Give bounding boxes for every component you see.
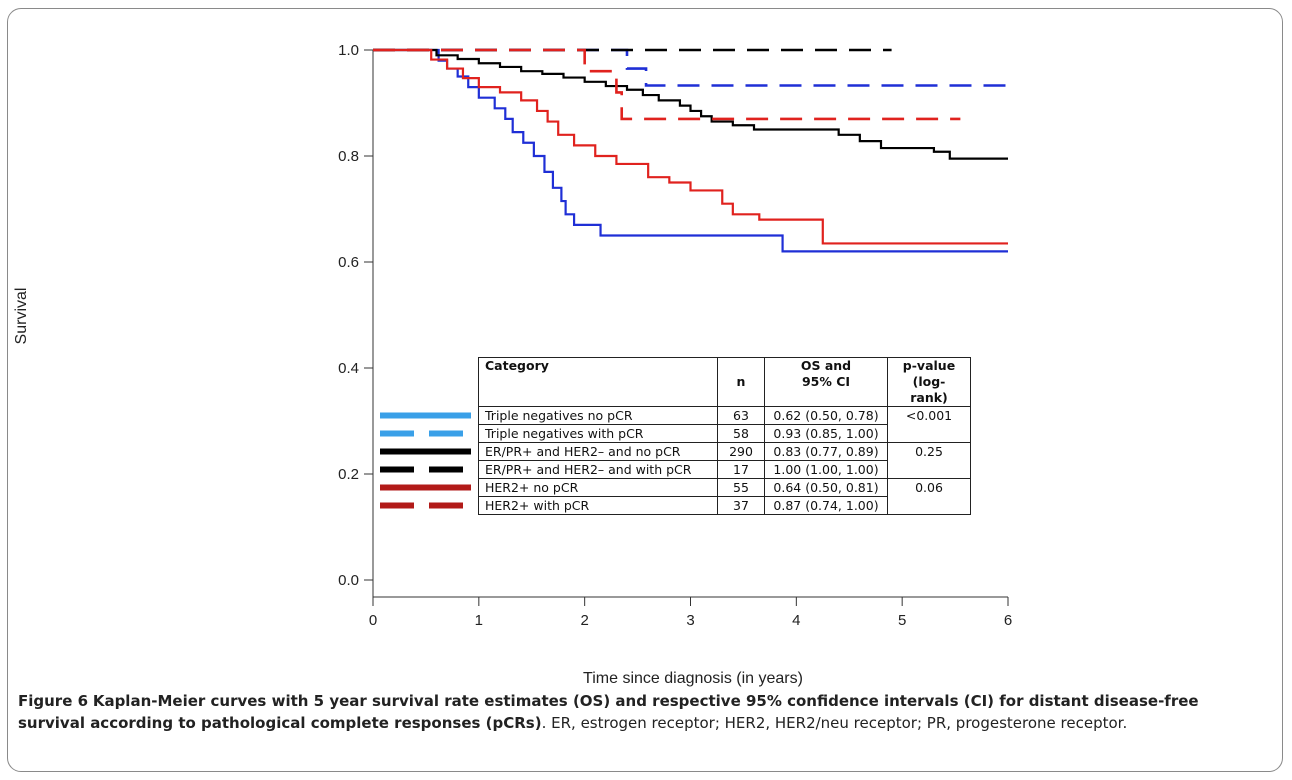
legend-pvalue: 0.25 <box>887 442 971 479</box>
legend-pvalue: 0.06 <box>887 478 971 515</box>
x-axis-title: Time since diagnosis (in years) <box>583 670 803 687</box>
km-chart: 0.0 0.2 0.4 0.6 0.8 1.0 0 1 2 3 4 5 6 Time since dia… <box>13 42 1012 687</box>
y-tick-label: 0.6 <box>338 254 359 271</box>
legend-n: 290 <box>717 442 765 461</box>
legend-row: HER2+ no pCR 55 0.64 (0.50, 0.81) 0.06 <box>478 478 971 515</box>
figure-frame <box>7 8 1283 772</box>
legend-n: 58 <box>717 424 765 443</box>
legend-category: Triple negatives with pCR <box>478 424 718 443</box>
legend-row: ER/PR+ and HER2– and no pCR 290 0.83 (0.77… <box>478 442 971 479</box>
legend-category: Triple negatives no pCR <box>478 406 718 425</box>
legend-os: 1.00 (1.00, 1.00) <box>764 460 888 479</box>
legend-category: ER/PR+ and HER2– and with pCR <box>478 460 718 479</box>
header-category: Category <box>478 357 718 407</box>
km-curve-6 <box>373 48 961 121</box>
legend-row: Triple negatives with pCR 58 0.93 (0.85, 1… <box>478 424 971 443</box>
y-axis-title: Survival <box>13 288 30 345</box>
legend-category: HER2+ with pCR <box>478 496 718 515</box>
legend-os: 0.62 (0.50, 0.78) <box>764 406 888 425</box>
chart-curves <box>373 48 1008 253</box>
legend-os: 0.64 (0.50, 0.81) <box>764 478 888 497</box>
legend-row: HER2+ with pCR 37 0.87 (0.74, 1.00) <box>478 496 971 515</box>
x-tick-label: 1 <box>475 612 483 629</box>
header-n: n <box>717 357 765 407</box>
caption-title: Kaplan-Meier curves with 5 year survival… <box>18 692 1199 732</box>
y-tick-label: 1.0 <box>338 42 359 59</box>
y-tick-label: 0.4 <box>338 360 359 377</box>
legend-swatches <box>380 412 471 509</box>
x-tick-label: 6 <box>1004 612 1012 629</box>
legend-os: 0.93 (0.85, 1.00) <box>764 424 888 443</box>
header-pvalue: p-value (log-rank) <box>887 357 971 407</box>
y-tick-label: 0.0 <box>338 572 359 589</box>
x-tick-label: 4 <box>792 612 800 629</box>
chart-axes: 0.0 0.2 0.4 0.6 0.8 1.0 0 1 2 3 4 5 6 <box>338 42 1012 629</box>
x-tick-label: 5 <box>898 612 906 629</box>
legend-n: 63 <box>717 406 765 425</box>
legend-os: 0.87 (0.74, 1.00) <box>764 496 888 515</box>
figure-caption: Figure 6 Kaplan-Meier curves with 5 year… <box>18 690 1268 734</box>
legend-n: 37 <box>717 496 765 515</box>
km-curve-1 <box>373 48 1008 253</box>
x-tick-label: 0 <box>369 612 377 629</box>
legend-category: ER/PR+ and HER2– and no pCR <box>478 442 718 461</box>
km-curve-5 <box>373 48 1008 245</box>
header-os: OS and 95% CI <box>764 357 888 407</box>
y-tick-label: 0.2 <box>338 466 359 483</box>
legend-table: Category n OS and 95% CI p-value (log-ra… <box>478 357 971 515</box>
caption-text: . ER, estrogen receptor; HER2, HER2/neu … <box>541 714 1128 732</box>
legend-os: 0.83 (0.77, 0.89) <box>764 442 888 461</box>
legend-category: HER2+ no pCR <box>478 478 718 497</box>
legend-pvalue: <0.001 <box>887 406 971 443</box>
km-curve-3 <box>373 48 1008 160</box>
x-tick-label: 2 <box>580 612 588 629</box>
legend-n: 55 <box>717 478 765 497</box>
legend-row: Triple negatives no pCR 63 0.62 (0.50, 0.7… <box>478 406 971 443</box>
caption-label: Figure 6 <box>18 692 89 710</box>
x-tick-label: 3 <box>686 612 694 629</box>
legend-n: 17 <box>717 460 765 479</box>
legend-table-header: Category n OS and 95% CI p-value (log-ra… <box>478 357 971 407</box>
y-tick-label: 0.8 <box>338 148 359 165</box>
